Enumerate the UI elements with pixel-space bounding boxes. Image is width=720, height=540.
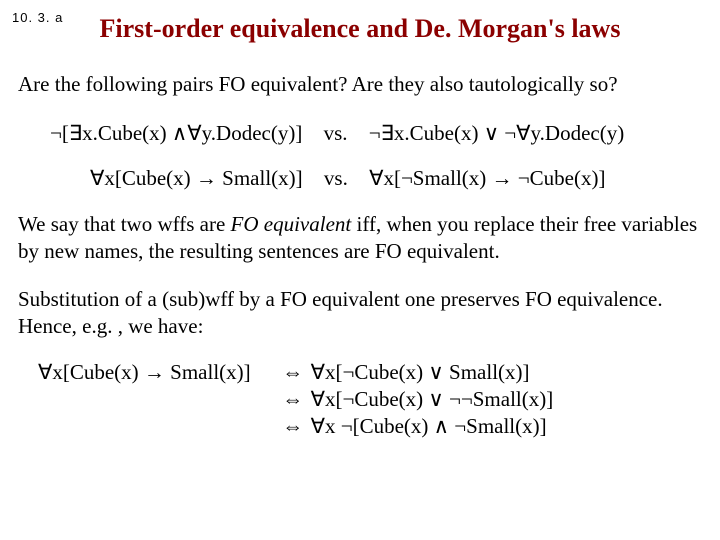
equiv-row-3: ⇔ ∀x ¬[Cube(x) ∧ ¬Small(x)] [275, 414, 554, 439]
equiv-symbol: ⇔ [275, 414, 311, 439]
equiv-r3: ∀x ¬[Cube(x) ∧ ¬Small(x)] [311, 414, 547, 439]
equiv-symbol: ⇔ [275, 360, 311, 385]
slide-number: 10. 3. a [12, 10, 63, 25]
equiv-symbol: ⇔ [275, 387, 311, 412]
para1-a: We say that two wffs are [18, 212, 231, 236]
paragraph-substitution: Substitution of a (sub)wff by a FO equiv… [18, 286, 702, 341]
paragraph-definition: We say that two wffs are FO equivalent i… [18, 211, 702, 266]
pair1-left: ¬[∃x.Cube(x) ∧∀y.Dodec(y)] [50, 121, 302, 145]
vs-label: vs. [324, 121, 348, 145]
pair2-left: ∀x[Cube(x) → Small(x)] [90, 166, 303, 190]
equiv-right-group: ⇔ ∀x[¬Cube(x) ∨ Small(x)] ⇔ ∀x[¬Cube(x) … [275, 360, 554, 441]
equiv-row-2: ⇔ ∀x[¬Cube(x) ∨ ¬¬Small(x)] [275, 387, 554, 412]
pair2-right: ∀x[¬Small(x) → ¬Cube(x)] [369, 166, 605, 190]
formula-pair-1: ¬[∃x.Cube(x) ∧∀y.Dodec(y)] vs. ¬∃x.Cube(… [50, 121, 702, 146]
equiv-r1: ∀x[¬Cube(x) ∨ Small(x)] [311, 360, 530, 385]
pair1-right: ¬∃x.Cube(x) ∨ ¬∀y.Dodec(y) [369, 121, 624, 145]
equiv-row-1: ⇔ ∀x[¬Cube(x) ∨ Small(x)] [275, 360, 554, 385]
para1-b: FO equivalent [231, 212, 352, 236]
question-text: Are the following pairs FO equivalent? A… [18, 72, 702, 97]
vs-label: vs. [324, 166, 348, 190]
equiv-left: ∀x[Cube(x) → Small(x)] [38, 360, 251, 385]
equivalence-block: ∀x[Cube(x) → Small(x)] ⇔ ∀x[¬Cube(x) ∨ S… [38, 360, 702, 441]
formula-pair-2: ∀x[Cube(x) → Small(x)] vs. ∀x[¬Small(x) … [90, 166, 702, 191]
page-title: First-order equivalence and De. Morgan's… [18, 14, 702, 44]
equiv-r2: ∀x[¬Cube(x) ∨ ¬¬Small(x)] [311, 387, 554, 412]
